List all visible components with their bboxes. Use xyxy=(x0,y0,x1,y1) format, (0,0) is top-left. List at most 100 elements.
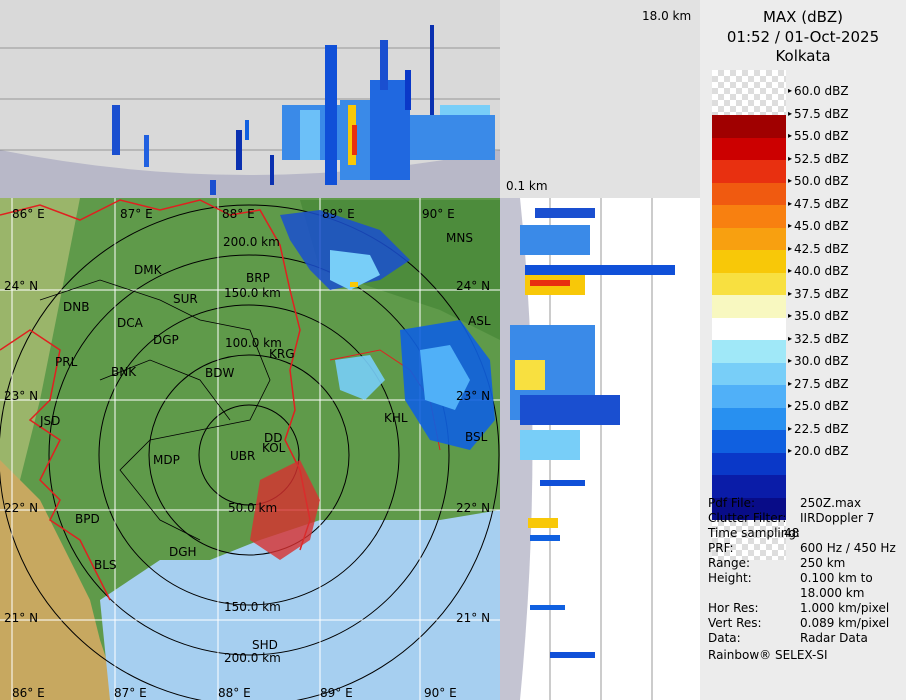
lat-label-right: 22° N xyxy=(456,501,490,515)
scale-underflow-swatch xyxy=(712,520,786,560)
range-label: 200.0 km xyxy=(224,651,281,665)
map-area xyxy=(0,198,500,700)
range-label: 150.0 km xyxy=(224,600,281,614)
city-label: BNK xyxy=(111,365,137,379)
scale-label: 32.5 dBZ xyxy=(794,331,849,346)
scale-swatch xyxy=(712,205,786,228)
scale-swatch xyxy=(712,385,786,408)
city-label: KRG xyxy=(269,347,295,361)
lon-label: 89° E xyxy=(322,207,355,221)
scale-label: 47.5 dBZ xyxy=(794,196,849,211)
range-label: 100.0 km xyxy=(225,336,282,350)
lon-label-bottom: 89° E xyxy=(320,686,353,700)
city-label: BRP xyxy=(246,271,270,285)
range-label: 150.0 km xyxy=(224,286,281,300)
scale-tick: ▸ xyxy=(788,401,793,410)
city-label: MNS xyxy=(446,231,473,245)
lat-label: 23° N xyxy=(4,389,38,403)
city-label: KOL xyxy=(262,441,286,455)
scale-tick: ▸ xyxy=(788,423,793,433)
range-label: 50.0 km xyxy=(228,501,277,515)
scale-label: 35.0 dBZ xyxy=(794,309,849,323)
lat-lon-grid xyxy=(0,198,500,700)
scale-label: 37.5 dBZ xyxy=(794,286,849,301)
range-label: 200.0 km xyxy=(223,235,280,249)
scale-label: 42.5 dBZ xyxy=(794,241,849,256)
info-key: PRF: xyxy=(708,541,734,555)
info-value: 600 Hz / 450 Hz xyxy=(800,541,896,555)
scale-swatch xyxy=(712,115,786,138)
info-key: Range: xyxy=(708,556,751,570)
scale-label: 27.5 dBZ xyxy=(794,376,849,391)
info-key: Height: xyxy=(708,571,752,585)
scale-swatch xyxy=(712,137,786,160)
lon-label-bottom: 90° E xyxy=(424,686,457,700)
lon-label: 87° E xyxy=(120,207,153,221)
lat-label-right: 24° N xyxy=(456,279,490,293)
scale-swatch xyxy=(712,227,786,250)
scale-swatch xyxy=(712,430,786,453)
city-label: DCA xyxy=(117,316,144,330)
state-border xyxy=(0,199,311,551)
scale-overflow-swatch xyxy=(712,70,786,115)
city-label: BLS xyxy=(94,558,117,572)
scale-label: 25.0 dBZ xyxy=(794,399,849,413)
lon-label-bottom: 86° E xyxy=(12,686,45,700)
height-bottom-label: 0.1 km xyxy=(506,179,548,193)
scale-swatch xyxy=(712,497,786,520)
city-label: MDP xyxy=(153,453,180,467)
bay-of-bengal xyxy=(100,510,500,700)
scale-tick: ▸ xyxy=(788,198,793,208)
western-border xyxy=(0,329,111,601)
echo-north-core xyxy=(330,250,380,290)
height-top-label: 18.0 km xyxy=(642,9,691,23)
scale-tick: ▸ xyxy=(788,153,793,163)
info-key: Hor Res: xyxy=(708,601,759,615)
scale-tick: ▸ xyxy=(788,131,793,140)
info-value: 48 xyxy=(784,526,800,540)
city-label: BPD xyxy=(75,512,100,526)
lat-label: 24° N xyxy=(4,279,38,293)
city-label: DGH xyxy=(169,545,197,559)
city-label: PRL xyxy=(55,355,78,369)
scale-label: 30.0 dBZ xyxy=(794,354,849,368)
city-label: BDW xyxy=(205,366,234,380)
scale-label: 40.0 dBZ xyxy=(794,264,849,278)
scale-label: 50.0 dBZ xyxy=(794,174,849,188)
city-label: DMK xyxy=(134,263,163,277)
scale-label: 45.0 dBZ xyxy=(794,219,849,233)
lon-label-bottom: 88° E xyxy=(218,686,251,700)
western-plateau xyxy=(0,198,80,520)
echo-central xyxy=(335,355,385,400)
scale-label: 22.5 dBZ xyxy=(794,421,849,436)
city-label: SUR xyxy=(173,292,198,306)
sundarbans-delta xyxy=(250,460,320,560)
scale-tick: ▸ xyxy=(788,288,793,298)
legend-panel: MAX (dBZ) 01:52 / 01-Oct-2025 Kolkata ▸ 6… xyxy=(700,0,906,700)
lon-label-bottom: 87° E xyxy=(114,686,147,700)
range-rings xyxy=(0,204,500,700)
scale-tick: ▸ xyxy=(788,266,793,275)
scale-swatch xyxy=(712,340,786,363)
scale-tick: ▸ xyxy=(788,311,793,320)
scale-tick: ▸ xyxy=(788,333,793,343)
lon-label: 90° E xyxy=(422,207,455,221)
scale-tick: ▸ xyxy=(788,108,793,118)
station-label: Kolkata xyxy=(775,47,831,65)
scale-swatch xyxy=(712,452,786,475)
lon-label: 86° E xyxy=(12,207,45,221)
scale-tick: ▸ xyxy=(788,221,793,230)
city-label: DGP xyxy=(153,333,179,347)
city-label: JSD xyxy=(39,414,60,428)
highland-region xyxy=(0,460,120,700)
scale-swatch xyxy=(712,250,786,273)
datetime-label: 01:52 / 01-Oct-2025 xyxy=(726,28,880,46)
info-value: 250 km xyxy=(800,556,846,570)
city-label: DNB xyxy=(63,300,89,314)
lat-label: 22° N xyxy=(4,501,38,515)
info-key: Data: xyxy=(708,631,741,645)
city-label: DD xyxy=(264,431,282,445)
info-key: Vert Res: xyxy=(708,616,762,630)
scale-label: 55.0 dBZ xyxy=(794,129,849,143)
